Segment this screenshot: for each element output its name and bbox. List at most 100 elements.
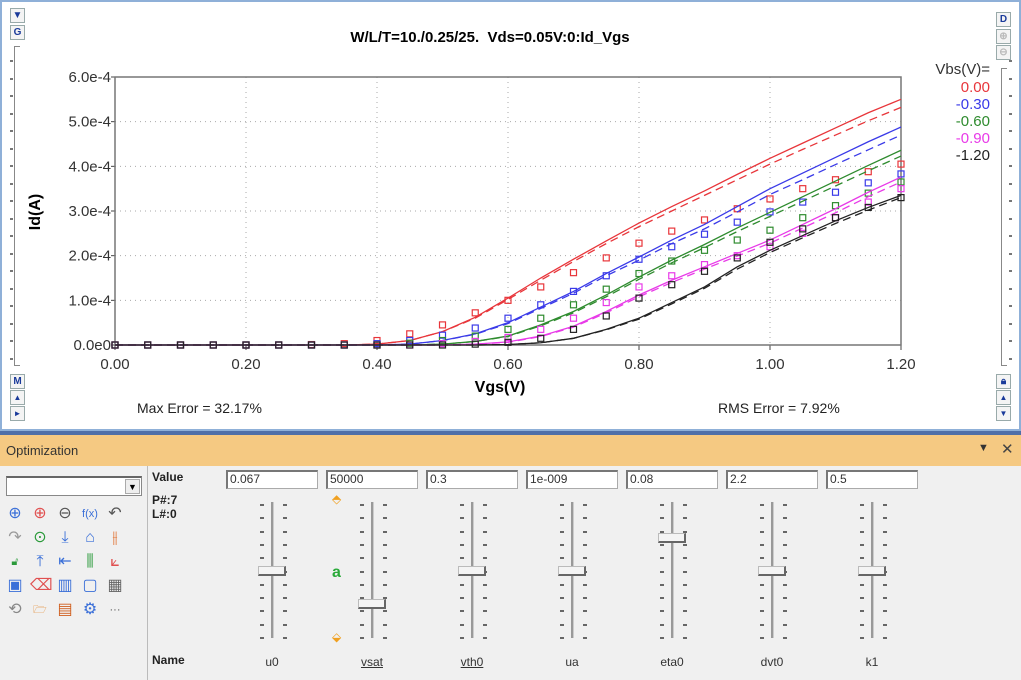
close-icon[interactable]: ✕ (1001, 441, 1014, 458)
slider-tick (360, 570, 364, 573)
lock-icon[interactable]: 🔒︎ (996, 374, 1011, 389)
param-slider-vth0[interactable] (442, 500, 502, 642)
function-icon[interactable]: f(x) (82, 508, 98, 520)
slider-thumb[interactable] (458, 566, 486, 576)
unlock-icon[interactable]: 🔓︎ (11, 556, 19, 568)
param-slider-u0[interactable] (242, 500, 302, 642)
more-icon[interactable]: ··· (109, 604, 121, 616)
slider-tick (460, 557, 464, 560)
measured-point (668, 243, 676, 251)
slider-thumb[interactable] (358, 598, 386, 609)
slider-tick (860, 623, 864, 626)
scroll-up-button-right[interactable]: ▲ (996, 390, 1011, 405)
scroll-down-button-right[interactable]: ▼ (996, 406, 1011, 421)
measured-point (406, 330, 414, 338)
d-button[interactable]: D (996, 12, 1011, 27)
slider-thumb[interactable] (758, 566, 786, 576)
eraser-icon[interactable]: ⌫ (30, 577, 53, 594)
table-icon[interactable]: ▦ (107, 577, 123, 594)
auto-icon[interactable]: a (332, 564, 341, 581)
adjust-icon[interactable]: ⫲ (112, 529, 118, 546)
parameter-set-combo[interactable]: ▼ (6, 476, 142, 496)
settings-icon[interactable]: ⚙ (82, 601, 98, 618)
param-value-input-u0[interactable]: 0.067 (226, 470, 318, 489)
measured-point (504, 338, 512, 346)
add-icon[interactable]: ⊕ (33, 505, 47, 522)
slider-thumb[interactable] (858, 566, 886, 576)
zoom-fit-icon[interactable]: ⊕ (996, 29, 1011, 44)
undo-icon[interactable]: ↶ (108, 505, 122, 522)
slider-track[interactable] (671, 502, 674, 638)
slider-thumb[interactable] (558, 566, 586, 576)
param-value-input-vth0[interactable]: 0.3 (426, 470, 518, 489)
param-slider-vsat[interactable] (342, 500, 402, 642)
m-button[interactable]: M (10, 374, 25, 389)
param-slider-dvt0[interactable] (742, 500, 802, 642)
param-value-input-ua[interactable]: 1e-009 (526, 470, 618, 489)
measured-point (602, 285, 610, 293)
redo-icon[interactable]: ↷ (8, 529, 22, 546)
param-name-vth0[interactable]: vth0 (460, 655, 484, 669)
measured-point (176, 341, 185, 349)
param-value-input-k1[interactable]: 0.5 (826, 470, 918, 489)
slider-tick (283, 583, 287, 586)
legend-entry: -1.20 (956, 147, 990, 164)
mixer-icon[interactable]: ▥ (57, 577, 73, 594)
legend-entry: -0.60 (956, 113, 990, 130)
scroll-up-button[interactable]: ▲ (10, 390, 25, 405)
param-slider-eta0[interactable] (642, 500, 702, 642)
param-value-input-eta0[interactable]: 0.08 (626, 470, 718, 489)
slider-tick (483, 623, 487, 626)
slider-tick (883, 637, 887, 639)
save-icon[interactable]: ▤ (57, 601, 73, 618)
remove-icon[interactable]: ⊖ (58, 505, 72, 522)
right-scroll-track[interactable] (1001, 68, 1007, 366)
scroll-right-button[interactable]: ► (10, 406, 25, 421)
slider-tick (360, 543, 364, 546)
range-down-icon[interactable]: ⬙ (332, 630, 342, 644)
slider-tick (760, 623, 764, 626)
slider-tick (283, 517, 287, 520)
sliders-icon[interactable]: ⫼ (86, 553, 94, 570)
param-value-input-vsat[interactable]: 50000 (326, 470, 418, 489)
measured-point (668, 257, 676, 265)
slider-thumb[interactable] (258, 566, 286, 576)
splitter[interactable] (0, 431, 1021, 435)
line-chart-icon[interactable]: ⟀ (110, 553, 120, 570)
tag-icon[interactable]: ⌂ (85, 529, 95, 546)
slider-tick (583, 610, 587, 613)
left-scroll-track[interactable] (14, 46, 20, 366)
folder-open-icon[interactable]: 🗁︎ (33, 604, 47, 616)
run-icon[interactable]: ⊙ (33, 529, 47, 546)
measured-point (668, 227, 676, 235)
chevron-down-icon[interactable]: ▼ (125, 479, 140, 494)
slider-tick (383, 517, 387, 520)
slider-tick (883, 583, 887, 586)
param-slider-ua[interactable] (542, 500, 602, 642)
zoom-in-icon[interactable]: ⊕ (8, 505, 22, 522)
slider-tick (560, 517, 564, 520)
slider-tick (783, 583, 787, 586)
range-up-icon[interactable]: ⬘ (332, 492, 342, 506)
param-slider-k1[interactable] (842, 500, 902, 642)
panel-menu-icon[interactable]: ▼ (978, 442, 989, 454)
slider-track[interactable] (371, 502, 374, 638)
slider-tick (283, 637, 287, 639)
measured-point (504, 333, 512, 342)
param-value-input-dvt0[interactable]: 2.2 (726, 470, 818, 489)
measured-point (242, 341, 250, 349)
param-name-vsat[interactable]: vsat (360, 655, 383, 669)
slider-thumb[interactable] (658, 533, 686, 544)
slider-tick (783, 623, 787, 626)
refresh-icon[interactable]: ⟲ (8, 601, 22, 618)
fit-height-icon[interactable]: ⤒ (36, 553, 44, 570)
arrow-left-bar-icon[interactable]: ⇤ (58, 553, 72, 570)
zoom-out-icon[interactable]: ⊖ (996, 45, 1011, 60)
window-icon[interactable]: ▢ (82, 577, 98, 594)
plot-icon[interactable]: ▣ (7, 577, 23, 594)
download-icon[interactable]: ⤓ (61, 529, 69, 546)
g-button[interactable]: G (10, 25, 25, 40)
measured-point (569, 269, 578, 277)
slider-tick (783, 543, 787, 546)
collapse-button[interactable]: ▼ (10, 8, 25, 23)
